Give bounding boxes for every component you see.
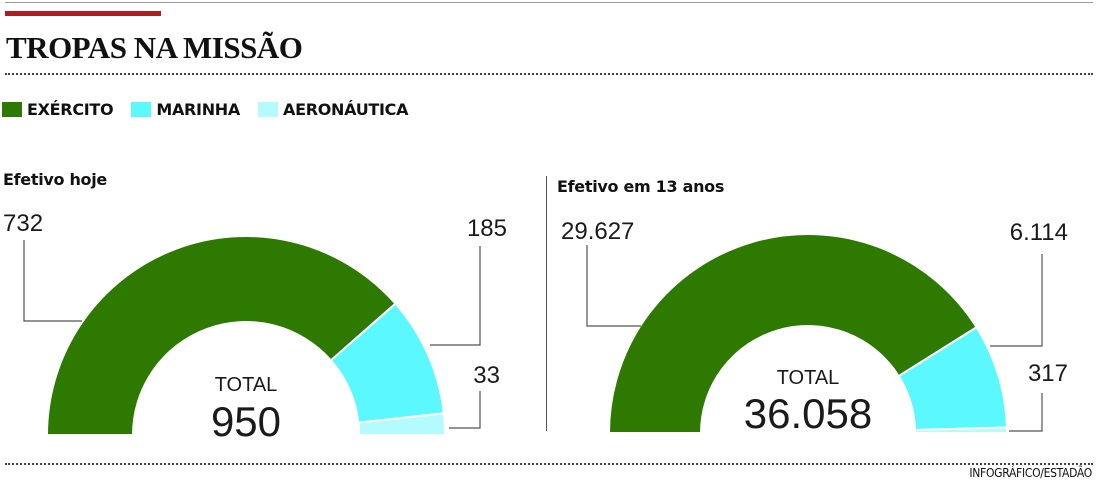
slice-exercito-hoje: [45, 235, 397, 436]
footer-divider: [5, 463, 1093, 465]
value-label-aeronautica-hoje: 33: [473, 362, 500, 389]
legend-label-exercito: EXÉRCITO: [27, 100, 114, 119]
legend-swatch-aeronautica: [257, 102, 278, 117]
legend-item-marinha: MARINHA: [131, 100, 240, 119]
header-divider: [5, 73, 1093, 75]
leader-exercito-13-anos: [586, 245, 641, 327]
accent-bar: [5, 11, 161, 16]
legend-swatch-marinha: [131, 102, 152, 117]
legend-label-marinha: MARINHA: [156, 100, 240, 119]
value-label-aeronautica-13-anos: 317: [1028, 360, 1068, 387]
credit-text: INFOGRÁFICO/ESTADÃO: [969, 466, 1092, 480]
leader-marinha-13-anos: [990, 254, 1043, 347]
value-label-marinha-hoje: 185: [467, 215, 507, 242]
leader-marinha-hoje: [430, 246, 481, 346]
chart-title-13-anos: Efetivo em 13 anos: [557, 177, 725, 196]
chart-13-anos: 29.627 6.114 317 TOTAL 36.058: [561, 218, 1068, 437]
leader-aeronautica-hoje: [449, 391, 481, 429]
total-label-hoje: TOTAL: [215, 374, 278, 396]
slice-aeronautica-hoje: [357, 412, 447, 436]
chart-divider: [546, 176, 547, 431]
total-label-13-anos: TOTAL: [777, 367, 840, 389]
legend-swatch-exercito: [2, 102, 22, 117]
total-value-hoje: 950: [211, 398, 281, 445]
value-label-marinha-13-anos: 6.114: [1010, 219, 1068, 246]
value-label-exercito-hoje: 732: [3, 210, 43, 237]
value-label-exercito-13-anos: 29.627: [561, 218, 634, 245]
legend: EXÉRCITO MARINHA AERONÁUTICA: [2, 100, 426, 119]
total-value-13-anos: 36.058: [744, 390, 872, 437]
leader-exercito-hoje: [23, 240, 82, 322]
slice-exercito-13-anos: [607, 233, 978, 434]
legend-item-aeronautica: AERONÁUTICA: [257, 100, 409, 119]
top-rule: [5, 2, 1093, 3]
slice-aeronautica-13-anos: [913, 426, 1009, 434]
page-title: TROPAS NA MISSÃO: [6, 30, 303, 65]
chart-title-hoje: Efetivo hoje: [3, 170, 107, 189]
legend-item-exercito: EXÉRCITO: [2, 100, 114, 119]
chart-hoje: 732 185 33 TOTAL 950: [3, 210, 507, 445]
leader-aeronautica-13-anos: [1009, 393, 1043, 432]
legend-label-aeronautica: AERONÁUTICA: [282, 100, 409, 119]
